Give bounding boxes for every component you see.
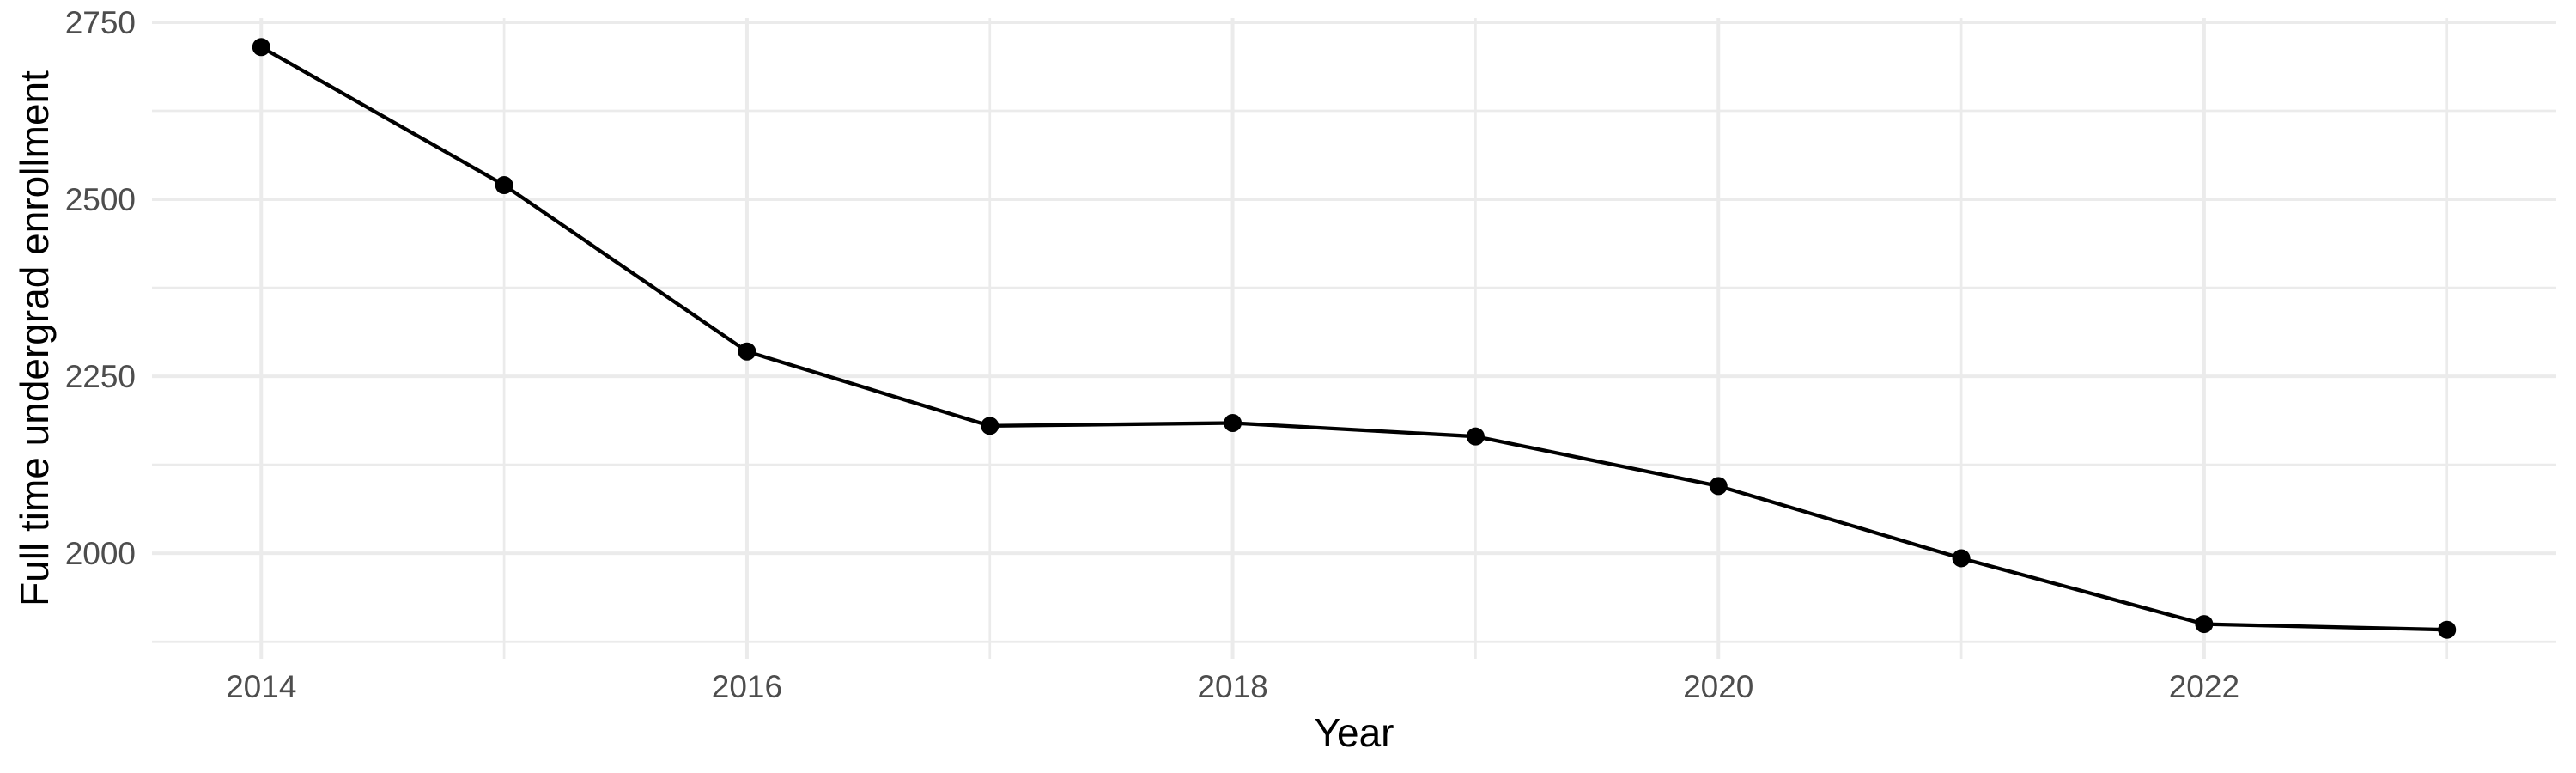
data-point-2022 (2195, 615, 2214, 634)
data-point-2019 (1466, 427, 1485, 446)
data-point-2015 (495, 176, 513, 195)
x-tick-label: 2018 (1197, 669, 1267, 704)
data-point-2021 (1952, 549, 1971, 568)
data-point-2014 (252, 38, 270, 57)
x-tick-label: 2014 (226, 669, 296, 704)
x-tick-label: 2022 (2169, 669, 2239, 704)
x-tick-label: 2020 (1683, 669, 1753, 704)
data-point-2016 (738, 342, 756, 361)
y-tick-label: 2250 (65, 359, 136, 394)
data-point-2017 (981, 417, 999, 435)
data-point-2020 (1709, 477, 1728, 496)
data-point-2018 (1224, 414, 1242, 433)
x-axis-title: Year (1314, 710, 1394, 755)
y-axis-title: Full time undergrad enrollment (12, 70, 57, 606)
y-tick-label: 2500 (65, 182, 136, 217)
enrollment-series-line (260, 45, 2447, 632)
y-tick-label: 2000 (65, 536, 136, 571)
data-point-2023 (2438, 620, 2457, 639)
y-tick-label: 2750 (65, 5, 136, 40)
x-tick-label: 2016 (712, 669, 782, 704)
